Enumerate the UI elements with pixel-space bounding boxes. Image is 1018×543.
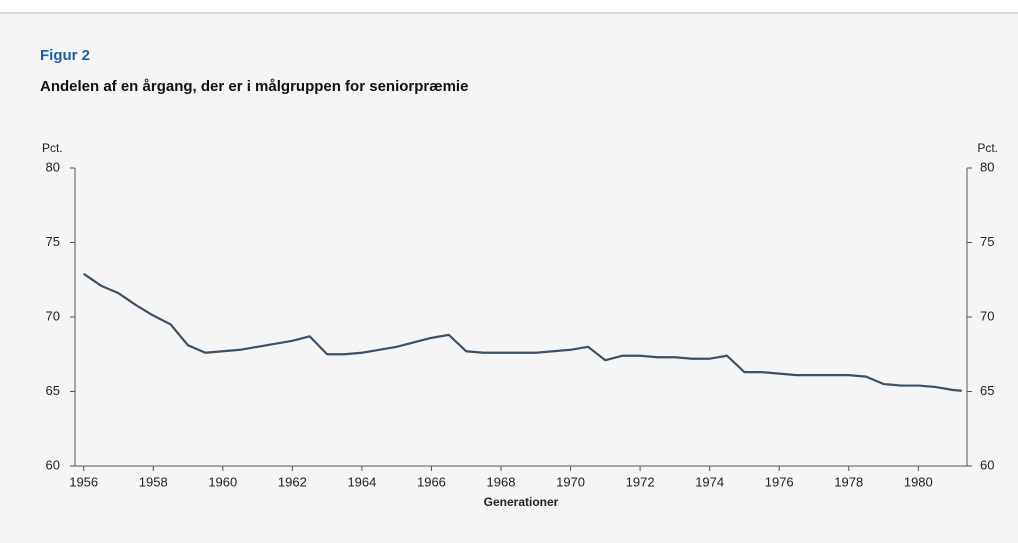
y-tick-label: 75 (46, 234, 60, 249)
x-tick-label: 1980 (904, 474, 933, 489)
x-tick-label: 1956 (69, 474, 98, 489)
y-tick-label: 80 (46, 159, 60, 174)
y-tick-label: 60 (46, 457, 60, 472)
x-tick-label: 1974 (695, 474, 724, 489)
background (0, 13, 1018, 543)
x-tick-label: 1970 (556, 474, 585, 489)
x-tick-label: 1972 (626, 474, 655, 489)
data-line (83, 272, 962, 392)
x-axis-label: Generationer (484, 495, 559, 509)
figure-label: Figur 2 (40, 47, 90, 64)
x-tick-label: 1962 (278, 474, 307, 489)
y2-tick-label: 80 (980, 159, 994, 174)
x-tick-label: 1966 (417, 474, 446, 489)
y-tick-label: 65 (46, 383, 60, 398)
chart-title: Andelen af en årgang, der er i målgruppe… (40, 78, 468, 95)
x-tick-label: 1968 (487, 474, 516, 489)
y2-tick-label: 75 (980, 234, 994, 249)
x-tick-label: 1978 (834, 474, 863, 489)
y-tick-label: 70 (46, 308, 60, 323)
x-tick-label: 1960 (208, 474, 237, 489)
x-tick-label: 1958 (139, 474, 168, 489)
y2-tick-label: 65 (980, 383, 994, 398)
y2-axis-label: Pct. (977, 141, 998, 155)
x-tick-label: 1976 (765, 474, 794, 489)
x-tick-label: 1964 (347, 474, 376, 489)
y2-tick-label: 60 (980, 457, 994, 472)
y-axis-label: Pct. (42, 141, 63, 155)
y2-tick-label: 70 (980, 308, 994, 323)
